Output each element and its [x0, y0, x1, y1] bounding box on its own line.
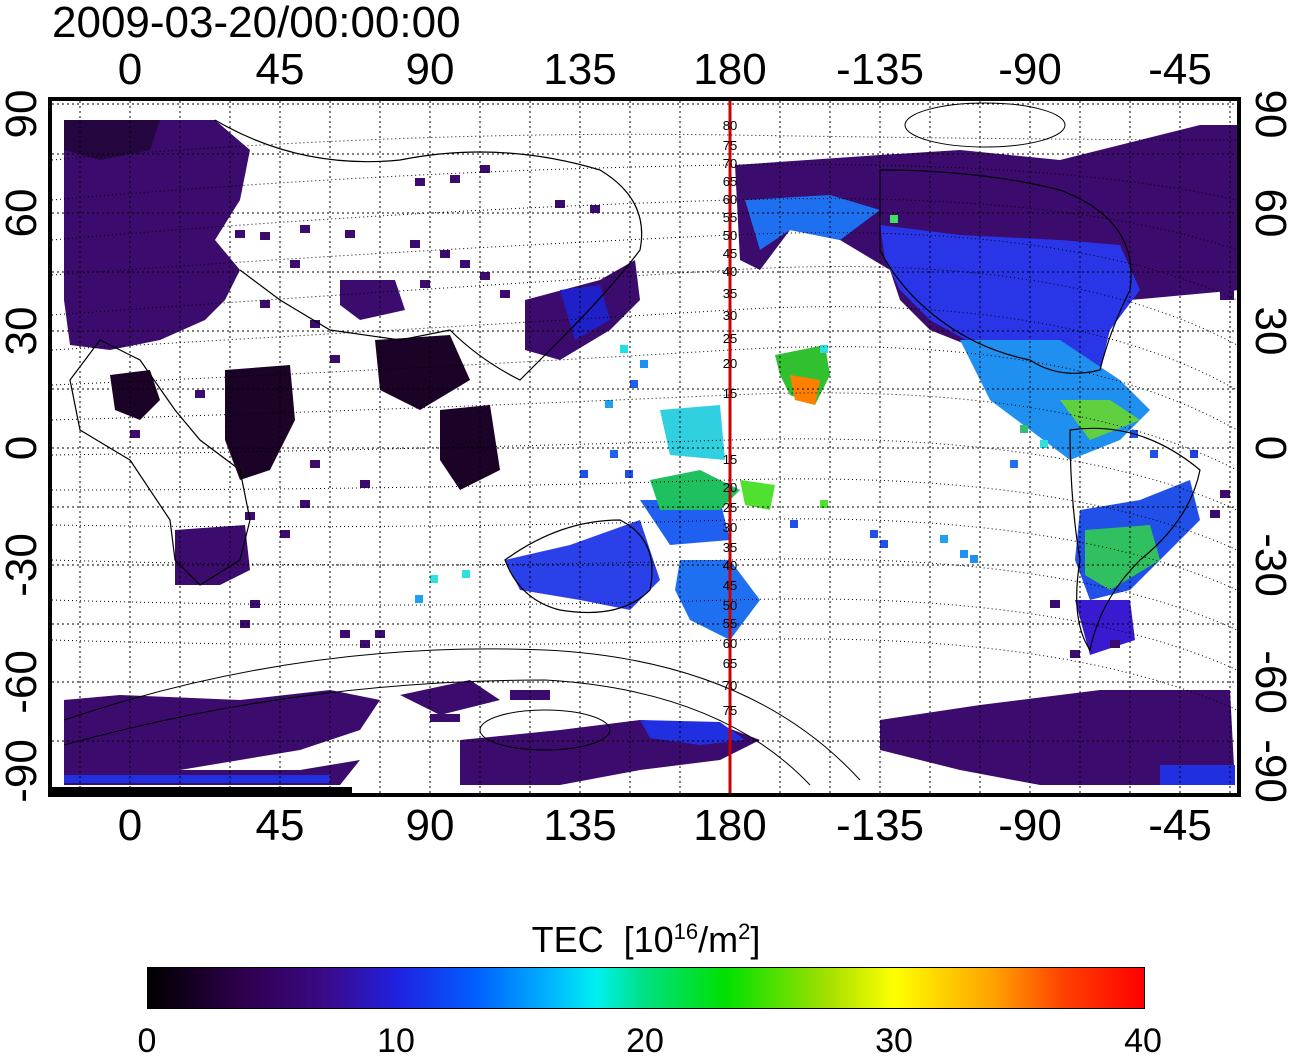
bottom-tick: -45 [1148, 801, 1212, 850]
meridian-label: 60 [723, 636, 737, 651]
meridian-label: 55 [723, 210, 737, 225]
bottom-tick: 45 [255, 801, 305, 850]
right-tick: 60 [1246, 188, 1292, 238]
meridian-label: 70 [723, 678, 737, 693]
tec-colorbar [147, 967, 1145, 1009]
left-tick: 90 [0, 89, 46, 139]
colorbar-tick: 20 [626, 1022, 664, 1060]
meridian-label: 65 [723, 656, 737, 671]
top-tick: 0 [117, 45, 143, 94]
meridian-label: 15 [723, 452, 737, 467]
meridian-label: 75 [723, 703, 737, 718]
tec-scatter-pixels [130, 165, 1234, 722]
meridian-label: 25 [723, 500, 737, 515]
right-tick: 90 [1246, 89, 1292, 139]
right-tick: 30 [1246, 306, 1292, 356]
coastlines [69, 119, 1201, 652]
left-tick: 60 [0, 188, 46, 238]
colorbar-title: TEC [1016/m2] [0, 910, 1292, 962]
colorbar-unit-exponent: 16 [673, 919, 699, 944]
meridian-label: 20 [723, 480, 737, 495]
meridian-label: 20 [723, 356, 737, 371]
colorbar-tick: 10 [377, 1022, 415, 1060]
top-tick: 45 [255, 45, 305, 94]
right-tick: -30 [1246, 533, 1292, 597]
meridian-label: 80 [723, 118, 737, 133]
right-tick: -90 [1246, 739, 1292, 803]
meridian-label: 60 [723, 192, 737, 207]
graticule [52, 101, 1237, 793]
left-tick: 30 [0, 306, 46, 356]
meridian-label: 75 [723, 138, 737, 153]
top-tick: 135 [543, 45, 617, 94]
meridian-label: 70 [723, 156, 737, 171]
top-tick: 90 [405, 45, 455, 94]
top-tick: -135 [835, 45, 925, 94]
colorbar-tick: 40 [1124, 1022, 1162, 1060]
bottom-tick: -135 [835, 801, 925, 850]
meridian-label: 35 [723, 286, 737, 301]
frame-ticks [48, 97, 1241, 797]
left-tick: -90 [0, 739, 46, 803]
left-tick: -30 [0, 533, 46, 597]
south-magnetic-contours [63, 102, 1066, 786]
meridian-label: 40 [723, 264, 737, 279]
bottom-tick: -90 [998, 801, 1062, 850]
meridian-label: 65 [723, 174, 737, 189]
top-tick: -45 [1148, 45, 1212, 94]
meridian-label: 50 [723, 228, 737, 243]
meridian-label: 25 [723, 331, 737, 346]
bottom-tick: 180 [693, 801, 767, 850]
meridian-label: 15 [723, 386, 737, 401]
colorbar-unit-mid: /m [698, 919, 739, 960]
meridian-label: 35 [723, 540, 737, 555]
top-tick: 180 [693, 45, 767, 94]
bottom-tick: 135 [543, 801, 617, 850]
meridian-label: 55 [723, 616, 737, 631]
magnetic-latitude-contours [52, 133, 1237, 711]
meridian-label: 30 [723, 308, 737, 323]
meridian-label: 50 [723, 598, 737, 613]
timestamp-title: 2009-03-20/00:00:00 [52, 0, 461, 47]
meridian-label: 45 [723, 578, 737, 593]
colorbar-tick: 30 [875, 1022, 913, 1060]
meridian-label: 40 [723, 558, 737, 573]
meridian-latitude-labels: 80 75 70 65 60 55 50 45 40 35 30 25 20 1… [723, 118, 737, 718]
meridian-label: 30 [723, 520, 737, 535]
colorbar-unit-exponent-2: 2 [738, 919, 751, 944]
colorbar-unit-prefix: [10 [623, 919, 674, 960]
meridian-label: 45 [723, 246, 737, 261]
left-tick: -60 [0, 650, 46, 714]
bottom-tick: 90 [405, 801, 455, 850]
tec-data-layer [64, 120, 1237, 785]
colorbar-tick: 0 [137, 1022, 157, 1060]
right-tick: -60 [1246, 650, 1292, 714]
top-tick: -90 [998, 45, 1062, 94]
colorbar-unit-suffix: ] [750, 919, 761, 960]
left-tick: 0 [0, 435, 46, 461]
colorbar-title-text: TEC [531, 919, 604, 960]
bottom-tick: 0 [117, 801, 143, 850]
tec-world-map: 80 75 70 65 60 55 50 45 40 35 30 25 20 1… [48, 97, 1241, 797]
right-tick: 0 [1246, 435, 1292, 461]
